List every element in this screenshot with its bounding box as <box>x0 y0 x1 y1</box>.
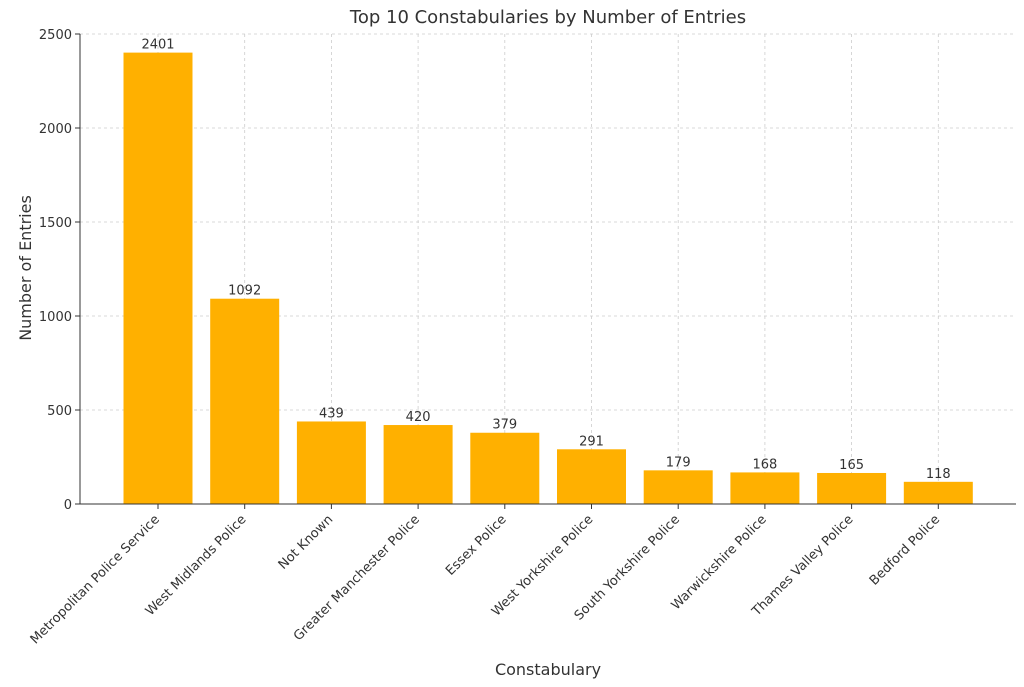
x-tick-label: Not Known <box>276 512 336 572</box>
x-tick-label: West Midlands Police <box>143 512 250 619</box>
bar-value-label: 2401 <box>141 38 174 53</box>
bar-value-label: 168 <box>752 457 777 472</box>
bar-value-label: 165 <box>839 458 864 473</box>
bar <box>643 470 713 504</box>
bar-value-label: 439 <box>319 406 344 421</box>
x-tick-label: Metropolitan Police Service <box>28 512 163 647</box>
bar-value-label: 118 <box>926 467 951 482</box>
y-axis-label: Number of Entries <box>16 195 35 341</box>
bar <box>557 449 626 504</box>
bar <box>817 472 887 504</box>
x-axis-label: Constabulary <box>495 660 601 679</box>
bar <box>123 52 193 504</box>
y-tick-label: 1500 <box>39 216 72 231</box>
bar-value-label: 179 <box>666 455 691 470</box>
y-tick-label: 1000 <box>39 310 72 325</box>
y-tick-label: 2000 <box>39 122 72 137</box>
y-ticks-group: 0 500 1000 1500 2000 2500 <box>39 28 80 513</box>
bar <box>470 432 540 504</box>
bar-value-label: 291 <box>579 434 604 449</box>
bar-value-label: 1092 <box>228 284 261 299</box>
bar <box>210 298 280 504</box>
x-tick-label: Bedford Police <box>867 512 943 588</box>
bar <box>903 481 973 504</box>
bar <box>296 421 366 504</box>
data-labels-group: 2401 1092 439 420 379 291 179 168 165 118 <box>141 38 950 482</box>
x-tick-label: Thames Valley Police <box>749 512 857 620</box>
axes-group <box>79 34 1016 505</box>
y-tick-label: 0 <box>64 498 72 513</box>
bar-value-label: 420 <box>406 410 431 425</box>
bar <box>730 472 800 504</box>
x-tick-label: Essex Police <box>443 512 510 579</box>
bar <box>383 425 453 504</box>
bars-group <box>123 52 973 504</box>
y-tick-label: 500 <box>47 404 72 419</box>
chart-title: Top 10 Constabularies by Number of Entri… <box>349 7 746 28</box>
bar-value-label: 379 <box>492 418 517 433</box>
y-tick-label: 2500 <box>39 28 72 43</box>
x-tick-label: Warwickshire Police <box>669 512 770 613</box>
